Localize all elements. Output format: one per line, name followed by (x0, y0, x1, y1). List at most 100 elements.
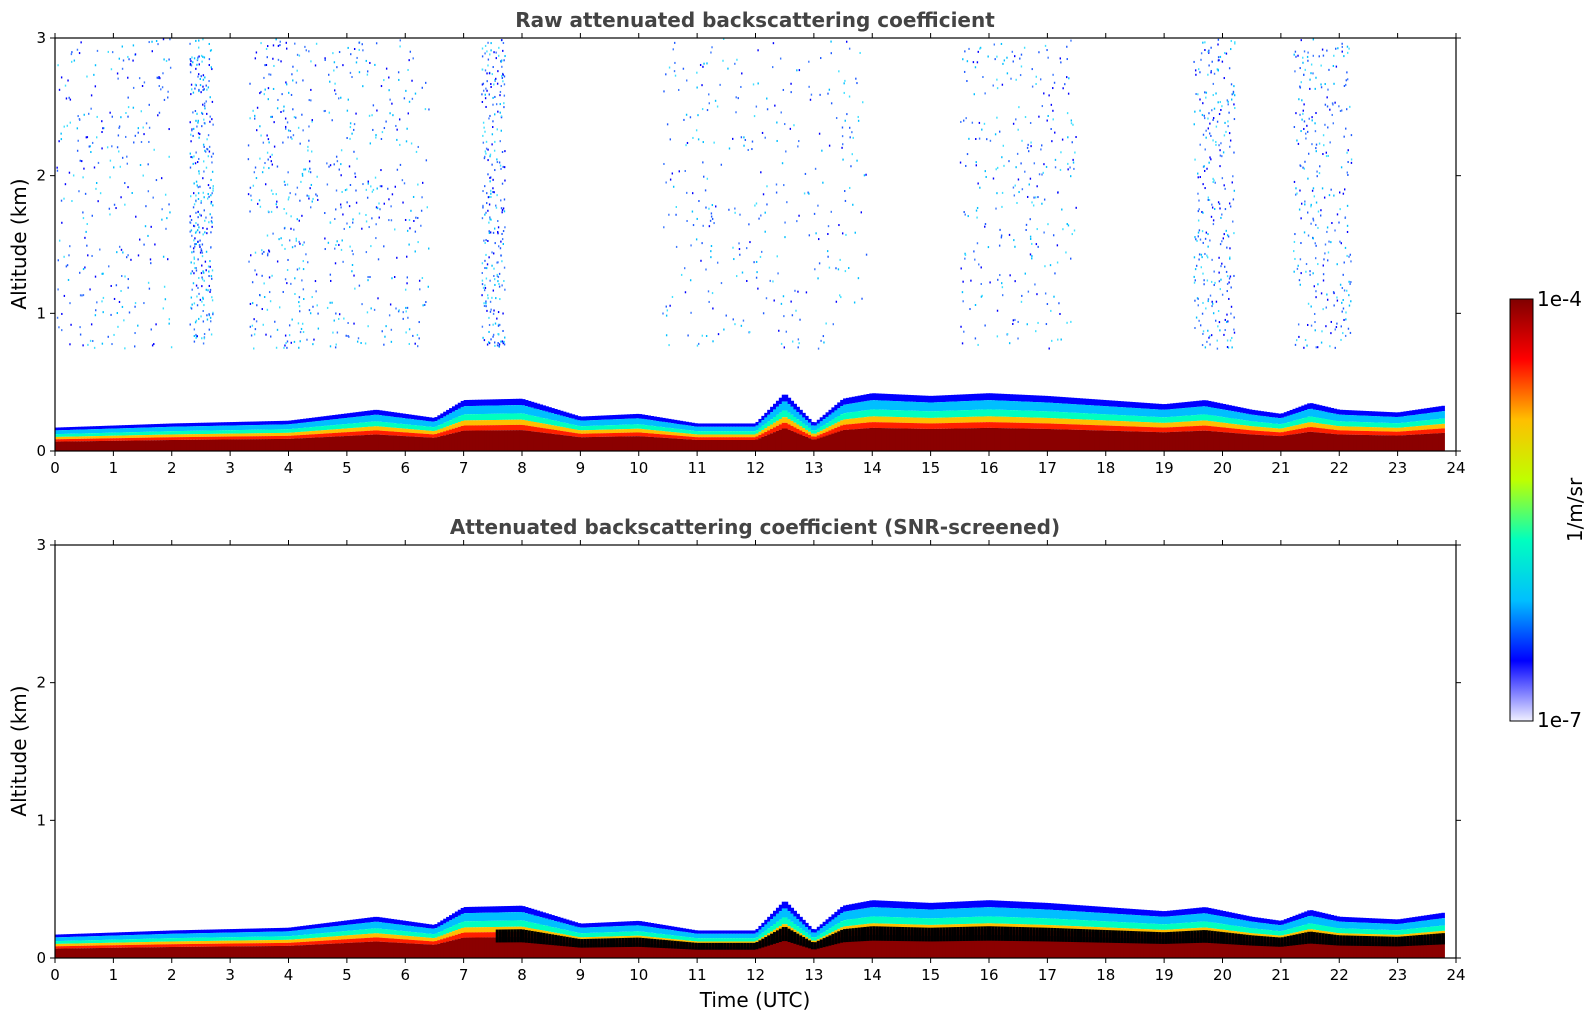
heatmap-cell (1266, 416, 1270, 423)
heatmap-cell (1041, 417, 1046, 424)
heatmap-cell (621, 432, 625, 437)
heatmap-cell (773, 427, 777, 433)
noise-pixel (189, 71, 192, 74)
heatmap-cell (1348, 421, 1352, 427)
noise-pixel (358, 212, 361, 215)
noise-pixel (1193, 275, 1195, 278)
heatmap-cell (554, 434, 558, 451)
noise-pixel (753, 115, 756, 118)
heatmap-cell (282, 432, 287, 436)
heatmap-cell (732, 437, 736, 440)
heatmap-cell (991, 409, 996, 417)
noise-pixel (1341, 310, 1343, 313)
noise-pixel (280, 237, 282, 240)
heatmap-cell (711, 426, 716, 432)
heatmap-cell (1240, 419, 1244, 425)
heatmap-cell (122, 425, 126, 429)
noise-pixel (275, 203, 278, 206)
noise-pixel (202, 85, 204, 88)
heatmap-cell (676, 432, 681, 436)
heatmap-cell (1277, 428, 1282, 433)
heatmap-cell (708, 439, 713, 451)
heatmap-cell (653, 420, 657, 427)
noise-pixel (194, 231, 197, 234)
noise-pixel (268, 291, 271, 294)
noise-pixel (690, 311, 692, 314)
noise-pixel (1204, 49, 1206, 52)
heatmap-cell (743, 437, 748, 440)
heatmap-cell (250, 421, 255, 426)
heatmap-cell (758, 434, 762, 439)
noise-pixel (298, 219, 300, 222)
heatmap-cell (863, 417, 868, 423)
noise-pixel (1233, 151, 1235, 154)
heatmap-cell (557, 430, 561, 435)
heatmap-cell (933, 428, 938, 451)
heatmap-cell (953, 428, 958, 451)
heatmap-cell (151, 424, 155, 428)
heatmap-cell (1009, 394, 1013, 402)
heatmap-cell (1275, 417, 1279, 424)
heatmap-cell (799, 434, 803, 451)
heatmap-cell (157, 437, 161, 441)
heatmap-cell (793, 432, 797, 451)
heatmap-cell (1412, 434, 1416, 451)
noise-pixel (195, 319, 198, 322)
heatmap-cell (1345, 410, 1349, 415)
heatmap-cell (1120, 421, 1124, 427)
heatmap-cell (834, 417, 838, 424)
noise-pixel (485, 302, 487, 305)
heatmap-cell (869, 393, 873, 401)
noise-pixel (1024, 272, 1026, 275)
noise-pixel (741, 271, 744, 274)
noise-pixel (1298, 279, 1301, 282)
heatmap-cell (1067, 397, 1072, 404)
noise-pixel (274, 320, 276, 323)
heatmap-cell (1388, 427, 1393, 432)
heatmap-cell (1275, 413, 1279, 418)
heatmap-cell (778, 419, 783, 425)
heatmap-cell (408, 436, 412, 451)
heatmap-cell (200, 434, 205, 437)
heatmap-cell (1362, 422, 1367, 427)
noise-pixel (504, 226, 506, 229)
heatmap-cell (1441, 411, 1445, 419)
heatmap-cell (241, 433, 246, 437)
heatmap-cell (1161, 404, 1165, 410)
noise-pixel (1315, 143, 1318, 146)
heatmap-cell (1015, 394, 1019, 402)
heatmap-cell (1070, 397, 1075, 405)
noise-pixel (1342, 332, 1344, 335)
heatmap-cell (1096, 405, 1101, 414)
noise-pixel (711, 204, 714, 207)
noise-pixel (380, 169, 382, 172)
heatmap-cell (1254, 430, 1259, 435)
heatmap-cell (428, 421, 433, 427)
heatmap-cell (1377, 422, 1381, 428)
heatmap-cell (857, 417, 862, 424)
noise-pixel (1207, 298, 1210, 301)
noise-pixel (82, 217, 85, 220)
noise-pixel (383, 202, 385, 205)
noise-pixel (755, 105, 758, 108)
heatmap-cell (171, 431, 176, 435)
noise-pixel (1332, 103, 1334, 106)
noise-pixel (203, 105, 206, 108)
noise-pixel (1071, 233, 1073, 236)
heatmap-cell (1213, 415, 1218, 422)
noise-pixel (1300, 272, 1302, 275)
heatmap-cell (422, 433, 427, 438)
heatmap-cell (414, 425, 418, 430)
noise-pixel (1020, 65, 1023, 68)
heatmap-cell (355, 422, 360, 428)
heatmap-cell (1330, 413, 1335, 421)
noise-pixel (147, 163, 149, 166)
noise-pixel (101, 131, 103, 134)
heatmap-cell (863, 410, 868, 418)
noise-pixel (107, 50, 109, 53)
noise-pixel (194, 237, 196, 240)
heatmap-cell (921, 402, 926, 412)
noise-pixel (1233, 118, 1236, 121)
noise-pixel (346, 188, 348, 191)
noise-pixel (260, 42, 262, 45)
